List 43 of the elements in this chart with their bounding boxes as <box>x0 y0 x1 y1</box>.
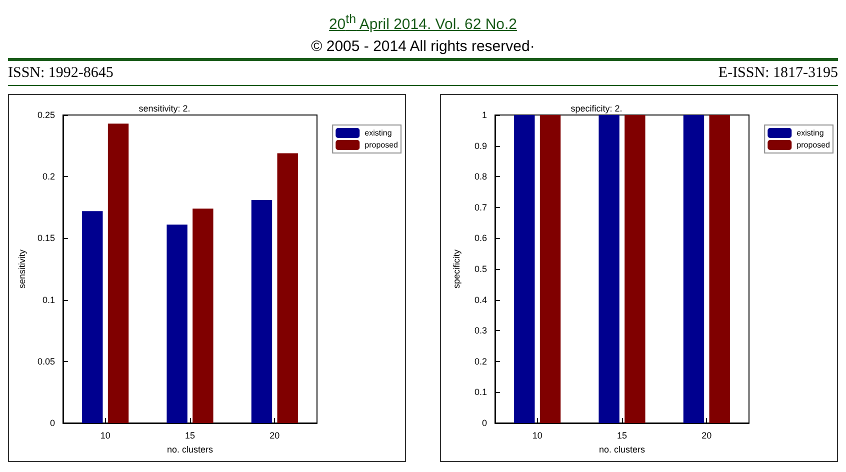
y-tick-label: 0.05 <box>37 356 55 366</box>
y-tick-label: 0.25 <box>37 110 55 120</box>
y-tick-label: 0.7 <box>474 202 487 212</box>
text: 20$^{th}$ April 2014. Vol. 62 No.2 <box>328 11 518 35</box>
text: ISSN: 1992-8645 <box>8 64 114 83</box>
y-tick-label: 0 <box>50 418 55 428</box>
bar <box>277 153 298 423</box>
y-tick-label: 0.8 <box>474 172 487 182</box>
y-tick-label: 0.1 <box>474 387 487 398</box>
bar <box>108 124 129 423</box>
y-tick-label: 0.2 <box>42 172 55 182</box>
legend-label: proposed <box>364 140 398 150</box>
bar <box>251 200 272 423</box>
x-tick-label: 20 <box>702 430 712 440</box>
legend-label: existing <box>796 128 824 138</box>
x-axis-title: no. clusters <box>598 444 646 454</box>
text: E-ISSN: 1817-3195 <box>718 64 838 83</box>
text: © 2005 - 2014 All rights reserved· <box>310 37 536 57</box>
y-tick-label: 0.1 <box>42 294 55 305</box>
y-tick-label: 1 <box>482 110 487 120</box>
y-tick-label: 0.6 <box>474 233 487 244</box>
x-tick-label: 15 <box>184 430 196 440</box>
y-tick-label: 0.5 <box>474 264 487 274</box>
y-tick-label: 0.4 <box>474 294 487 305</box>
x-tick-label: 20 <box>270 430 280 440</box>
y-tick-label: 0.2 <box>474 356 487 366</box>
chart-title: specificity: 2. <box>570 104 622 114</box>
y-tick-label: 0.9 <box>474 140 487 151</box>
x-tick-label: 10 <box>532 430 542 440</box>
bar <box>192 208 214 423</box>
y-tick-label: 0.3 <box>474 326 487 336</box>
y-axis-title: sensitivity <box>17 249 28 289</box>
y-tick-label: 0.15 <box>37 233 55 244</box>
y-tick-label: 0 <box>482 418 487 428</box>
x-tick-label: 10 <box>100 430 110 440</box>
legend-label: existing <box>364 128 392 138</box>
bar <box>82 211 103 423</box>
bar <box>166 224 188 423</box>
x-tick-label: 15 <box>616 430 628 440</box>
x-axis-title: no. clusters <box>166 444 214 454</box>
chart-title: sensitivity: 2. <box>138 104 190 114</box>
y-axis-title: specificity <box>452 249 462 289</box>
legend-label: proposed <box>796 140 830 150</box>
